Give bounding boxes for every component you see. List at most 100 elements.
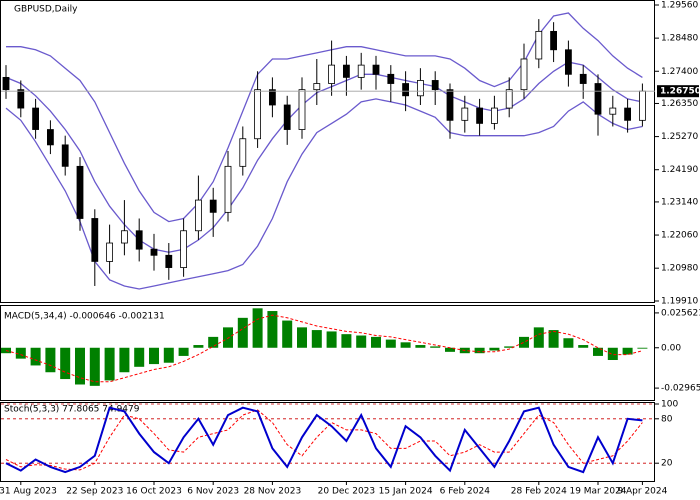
macd-bar [356,335,367,348]
candle-body [135,230,143,250]
macd-bar [163,347,174,363]
macd-bar [622,347,633,355]
candle-body [180,230,188,268]
macd-bar [311,330,322,348]
chart-title: GBPUSD,Daily [14,5,78,15]
candle-body [106,242,113,262]
y-tick-label: 1.23140 [661,197,698,207]
macd-bar [326,331,337,348]
macd-title: MACD(5,34,4) -0.000646 -0.002131 [4,312,165,322]
candle-body [76,165,84,219]
macd-bar [149,347,159,365]
y-tick-label: 80 [661,414,673,424]
x-tick-label: 6 Nov 2023 [187,487,239,497]
macd-bar [504,346,515,348]
y-tick-label: 0.00 [661,343,681,353]
macd-bar [208,336,219,348]
y-tick-label: 1.29560 [661,1,698,11]
stoch-pane [0,402,655,482]
candle-body [579,73,587,84]
x-tick-label: 22 Sep 2023 [66,487,123,497]
macd-bar [548,330,559,348]
candle-body [328,64,336,84]
candle-body [254,89,262,140]
macd-bar [119,347,130,373]
candle-body [2,76,10,91]
macd-bar [15,347,26,359]
macd-bar [193,345,204,348]
candle-body [387,73,395,84]
x-tick-label: 28 Nov 2023 [244,487,302,497]
x-tick-label: 16 Oct 2023 [126,487,182,497]
candle-body [150,248,158,256]
y-tick-label: 100 [661,400,678,410]
macd-bar [371,336,381,348]
candle-body [565,49,572,75]
candle-body [342,64,350,78]
candle-body [550,30,557,51]
candle-body [47,129,54,146]
macd-bar [89,347,100,386]
series-line [5,314,643,383]
candle-body [17,89,25,109]
candle-body [298,89,306,130]
macd-bar [593,347,603,356]
candle-body [121,230,128,244]
candle-body [239,138,247,167]
candle-body [535,30,543,60]
macd-bar [563,338,574,348]
y-tick-label: 1.28480 [661,34,698,44]
series-line [5,98,643,290]
x-tick-label: 31 Aug 2023 [0,487,57,497]
candle-body [357,64,365,78]
candle-body [283,104,291,130]
macd-bar [282,320,293,348]
candle-body [61,144,69,167]
candle-body [505,89,513,109]
candle-body [476,107,484,124]
macd-bar [178,347,189,356]
macd-bar [1,347,11,354]
macd-bar [267,311,278,348]
x-tick-label: 28 Feb 2024 [511,487,567,497]
x-tick-label: 9 Apr 2024 [617,487,667,497]
candle-body [209,199,217,213]
candle-body [402,83,410,97]
candle-body [609,107,617,115]
macd-bar [430,346,441,348]
macd-bar [134,347,145,367]
price-pane [0,0,655,303]
candle-body [639,90,646,121]
macd-bar [519,336,529,348]
stoch-title: Stoch(5,3,3) 77.8065 74.9479 [4,405,140,415]
candle-body [91,218,99,262]
y-tick-label: 1.26350 [661,99,698,109]
macd-bar [30,347,41,366]
series-line [5,409,643,471]
macd-bar [341,334,352,348]
candle-body [224,165,232,213]
x-tick-label: 20 Dec 2023 [318,487,376,497]
macd-bar [400,342,411,348]
macd-bar [637,347,648,349]
y-tick-label: 1.27400 [661,67,698,77]
macd-pane [0,305,655,401]
macd-bar [445,347,455,352]
macd-bar [607,347,618,361]
y-tick-label: 1.25270 [661,132,698,142]
candle-body [490,107,498,124]
y-tick-label: 1.19910 [661,297,698,307]
macd-bar [474,347,485,354]
y-tick-label: 1.22060 [661,231,698,241]
macd-bar [489,347,500,351]
macd-bar [223,327,233,348]
candle-body [446,89,454,121]
macd-bar [75,347,85,385]
candle-body [461,107,469,121]
macd-bar [385,339,396,348]
candle-body [32,107,39,130]
candle-body [624,107,631,121]
last-price-box [657,85,699,98]
last-price-label: 1.26750 [660,87,700,97]
y-tick-label: 20 [661,459,673,469]
